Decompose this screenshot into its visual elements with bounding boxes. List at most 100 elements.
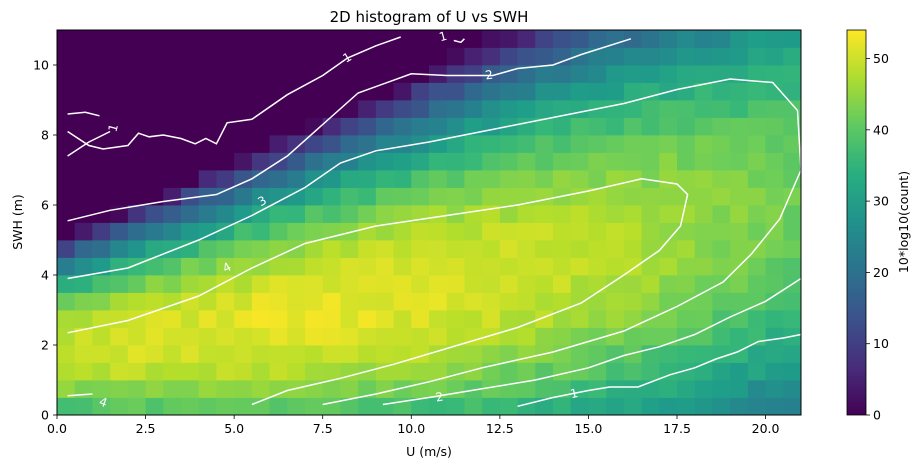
- heatmap-cell: [198, 187, 217, 206]
- x-tick-label: 2.5: [136, 421, 156, 436]
- heatmap-cell: [340, 135, 359, 153]
- heatmap-cell: [269, 345, 288, 363]
- heatmap-cell: [375, 82, 394, 101]
- heatmap-cell: [553, 65, 572, 83]
- heatmap-cell: [163, 222, 182, 241]
- plot-frame: [56, 29, 802, 416]
- heatmap-cell: [677, 152, 696, 171]
- heatmap-cell: [375, 362, 394, 381]
- heatmap-cell: [110, 257, 129, 276]
- heatmap-cell: [163, 380, 182, 398]
- heatmap-cell: [57, 47, 76, 66]
- heatmap-cell: [446, 292, 465, 311]
- heatmap-cell: [606, 257, 625, 276]
- heatmap-cell: [499, 397, 518, 416]
- heatmap-cell: [677, 100, 696, 118]
- heatmap-cell: [783, 205, 802, 223]
- colorbar: [846, 29, 867, 416]
- heatmap-cell: [145, 240, 164, 258]
- heatmap-cell: [535, 152, 554, 171]
- heatmap-cell: [712, 170, 731, 188]
- heatmap-cell: [677, 327, 696, 346]
- heatmap-cell: [659, 170, 678, 188]
- heatmap-cell: [464, 117, 483, 136]
- x-tick-label: 5.0: [224, 421, 244, 436]
- heatmap-cell: [446, 257, 465, 276]
- heatmap-cell: [340, 292, 359, 311]
- heatmap-cell: [482, 240, 501, 258]
- heatmap-cell: [694, 362, 713, 381]
- heatmap-cell: [606, 345, 625, 363]
- heatmap-cell: [553, 47, 572, 66]
- heatmap-cell: [464, 275, 483, 293]
- heatmap-cell: [163, 30, 182, 48]
- heatmap-cell: [305, 345, 324, 363]
- heatmap-cell: [641, 362, 660, 381]
- heatmap-cell: [145, 275, 164, 293]
- heatmap-cell: [570, 170, 589, 188]
- heatmap-cell: [712, 380, 731, 398]
- heatmap-cell: [251, 135, 270, 153]
- heatmap-cell: [181, 205, 200, 223]
- contour-label-1: 1: [438, 29, 449, 45]
- heatmap-cell: [535, 275, 554, 293]
- heatmap-cell: [92, 47, 111, 66]
- heatmap-cell: [74, 257, 93, 276]
- heatmap-cell: [730, 170, 749, 188]
- heatmap-cell: [393, 222, 412, 241]
- contour-line-1: [453, 38, 465, 44]
- heatmap-cell: [482, 65, 501, 83]
- x-tick-label: 0.0: [47, 421, 67, 436]
- heatmap-cell: [517, 222, 536, 241]
- heatmap-cell: [464, 240, 483, 258]
- colorbar-tick-label: 30: [873, 194, 889, 209]
- heatmap-cell: [216, 327, 235, 346]
- heatmap-cell: [216, 152, 235, 171]
- heatmap-cell: [464, 152, 483, 171]
- heatmap-cell: [127, 117, 146, 136]
- heatmap-cell: [659, 30, 678, 48]
- heatmap-cell: [393, 292, 412, 311]
- heatmap-cell: [287, 257, 306, 276]
- heatmap-cell: [251, 152, 270, 171]
- heatmap-cell: [446, 30, 465, 48]
- heatmap-cell: [499, 152, 518, 171]
- x-tick-label: 20.0: [752, 421, 780, 436]
- x-tick-label: 7.5: [313, 421, 333, 436]
- heatmap-cell: [517, 100, 536, 118]
- heatmap-cell: [694, 257, 713, 276]
- heatmap-cell: [411, 397, 430, 416]
- heatmap-cell: [783, 135, 802, 153]
- heatmap-cell: [429, 135, 448, 153]
- heatmap-cell: [623, 362, 642, 381]
- heatmap-cell: [411, 362, 430, 381]
- heatmap-cell: [694, 135, 713, 153]
- heatmap-cell: [588, 345, 607, 363]
- heatmap-cell: [606, 327, 625, 346]
- heatmap-cell: [269, 187, 288, 206]
- heatmap-cell: [588, 117, 607, 136]
- heatmap-cell: [499, 135, 518, 153]
- heatmap-cell: [446, 170, 465, 188]
- heatmap-cell: [110, 397, 129, 416]
- heatmap-cell: [712, 30, 731, 48]
- heatmap-cell: [712, 65, 731, 83]
- heatmap-cell: [677, 257, 696, 276]
- heatmap-cell: [287, 187, 306, 206]
- heatmap-cell: [322, 275, 341, 293]
- heatmap-cell: [110, 292, 129, 311]
- heatmap-cell: [464, 100, 483, 118]
- heatmap-cell: [375, 345, 394, 363]
- heatmap-cell: [570, 187, 589, 206]
- heatmap-cell: [783, 152, 802, 171]
- heatmap-cell: [127, 187, 146, 206]
- heatmap-cell: [482, 380, 501, 398]
- contour-label-4: 4: [97, 394, 109, 410]
- heatmap-cell: [375, 240, 394, 258]
- heatmap-cell: [783, 380, 802, 398]
- heatmap-cell: [287, 310, 306, 328]
- heatmap-cell: [269, 292, 288, 311]
- heatmap-cell: [641, 240, 660, 258]
- heatmap-cell: [145, 100, 164, 118]
- heatmap-cell: [659, 47, 678, 66]
